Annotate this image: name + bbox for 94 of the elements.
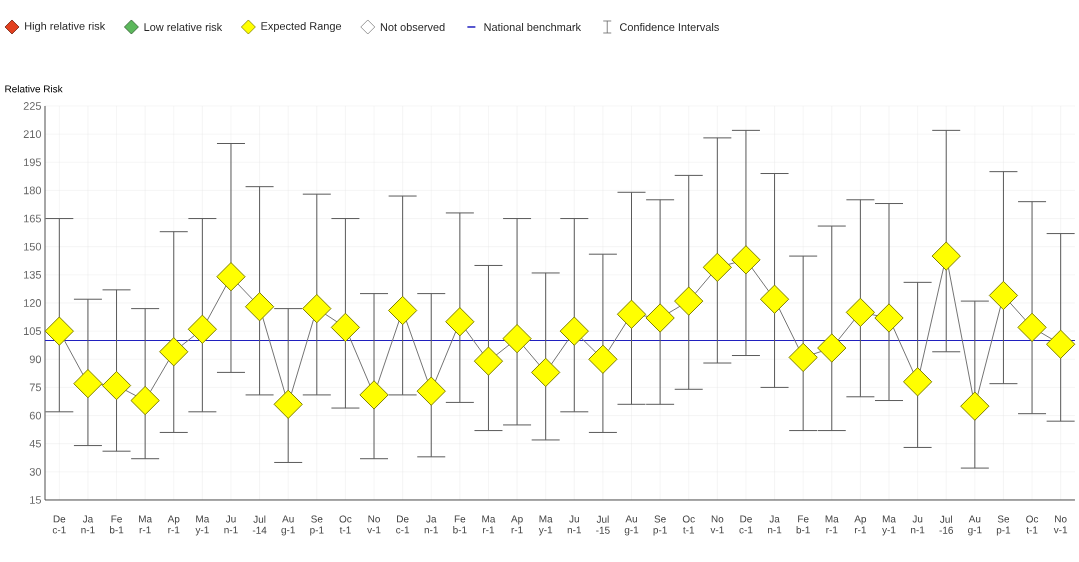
- x-tick-label: Au g-1: [624, 515, 639, 536]
- point: [1046, 329, 1076, 359]
- point: [988, 280, 1019, 311]
- point: [845, 297, 876, 328]
- x-tick-label: Ju n-1: [567, 515, 582, 534]
- legend-label: Not observed: [380, 22, 445, 32]
- point: [416, 376, 446, 406]
- point: [902, 367, 933, 397]
- x-tick-label: Fe b-1: [109, 515, 124, 534]
- x-tick-label: Se p-1: [996, 515, 1011, 536]
- point: [674, 286, 704, 316]
- point: [702, 252, 732, 282]
- x-tick-label: Jul -15: [596, 515, 610, 534]
- point: [960, 391, 990, 421]
- x-tick-label: No v-1: [1053, 515, 1068, 534]
- y-axis-title: Relative Risk: [5, 85, 63, 93]
- x-tick-label: Ap r-1: [510, 515, 523, 534]
- legend-label: Low relative risk: [144, 22, 223, 32]
- point: [931, 241, 961, 271]
- legend-label: High relative risk: [25, 21, 106, 33]
- point: [588, 344, 618, 374]
- x-tick-label: Ap r-1: [167, 515, 180, 534]
- point: [187, 314, 217, 344]
- y-tick-label: 30: [29, 467, 42, 476]
- x-tick-label: Au g-1: [968, 515, 982, 536]
- y-tick-label: 60: [29, 411, 42, 420]
- x-tick-label: Ja n-1: [81, 515, 95, 534]
- point: [302, 293, 332, 324]
- point: [645, 303, 675, 333]
- x-tick-label: No v-1: [710, 515, 724, 534]
- x-tick-label: Oc t-1: [682, 515, 695, 534]
- y-tick-label: 135: [24, 270, 42, 279]
- x-tick-label: Ma r-1: [139, 515, 153, 534]
- x-tick-label: Se p-1: [310, 515, 324, 536]
- point: [788, 342, 818, 373]
- x-tick-label: Fe b-1: [796, 515, 810, 534]
- y-tick-label: 165: [24, 214, 42, 223]
- y-tick-label: 150: [24, 242, 42, 251]
- y-tick-label: 210: [23, 130, 42, 139]
- y-tick-label: 75: [29, 383, 42, 392]
- x-tick-label: Ja n-1: [424, 515, 438, 534]
- x-tick-label: Ma y-1: [195, 515, 210, 536]
- y-tick-label: 105: [24, 327, 42, 336]
- x-tick-label: Jul -14: [252, 515, 267, 534]
- point: [273, 389, 303, 419]
- point: [159, 337, 189, 367]
- x-tick-label: Ma y-1: [882, 515, 896, 536]
- point: [531, 357, 561, 388]
- point: [216, 262, 246, 292]
- point: [130, 385, 160, 416]
- point: [1017, 312, 1047, 343]
- point: [616, 299, 647, 329]
- point: [731, 245, 761, 275]
- x-tick-label: Ma y-1: [538, 515, 553, 536]
- y-tick-label: 195: [24, 158, 42, 167]
- point: [473, 346, 504, 376]
- y-tick-label: 180: [24, 186, 42, 195]
- point: [559, 316, 589, 346]
- x-tick-label: De c-1: [52, 515, 66, 534]
- y-tick-label: 15: [30, 496, 42, 504]
- x-tick-label: Ma r-1: [482, 515, 496, 534]
- x-tick-label: Au g-1: [281, 515, 295, 536]
- x-tick-label: Ap r-1: [854, 515, 867, 534]
- point: [874, 303, 904, 333]
- x-tick-label: Ju n-1: [224, 515, 238, 534]
- point: [101, 370, 132, 401]
- point: [387, 295, 418, 326]
- x-tick-label: Oc t-1: [1026, 515, 1039, 534]
- legend-label: National benchmark: [484, 22, 582, 32]
- x-tick-label: No v-1: [367, 515, 381, 534]
- point: [502, 323, 532, 354]
- x-tick-label: De c-1: [396, 515, 410, 534]
- x-tick-label: Fe b-1: [453, 515, 467, 534]
- point: [73, 369, 103, 399]
- point: [44, 316, 74, 346]
- point: [359, 380, 389, 410]
- x-tick-label: De c-1: [739, 515, 753, 534]
- x-tick-label: Jul -16: [939, 515, 953, 534]
- x-tick-label: Ju n-1: [911, 515, 925, 534]
- x-tick-label: Oc t-1: [339, 515, 352, 534]
- y-tick-label: 90: [29, 355, 42, 364]
- point: [817, 333, 847, 363]
- legend-label: Expected Range: [261, 21, 342, 33]
- point: [759, 284, 790, 314]
- y-tick-label: 45: [29, 439, 42, 448]
- x-tick-label: Ja n-1: [768, 515, 782, 534]
- x-tick-label: Se p-1: [653, 515, 667, 536]
- y-tick-label: 120: [24, 299, 42, 307]
- y-tick-label: 225: [23, 102, 42, 110]
- point: [330, 312, 361, 343]
- x-tick-label: Ma r-1: [825, 515, 839, 534]
- text: Confidence Intervals: [620, 22, 719, 32]
- point: [445, 307, 475, 337]
- point: [244, 292, 275, 322]
